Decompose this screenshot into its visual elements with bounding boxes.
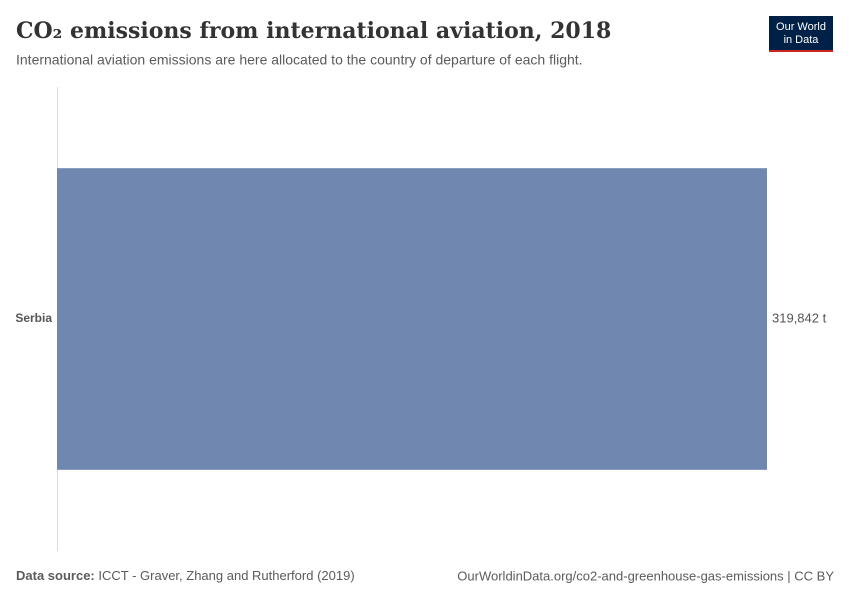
- footer-source: Data source: ICCT - Graver, Zhang and Ru…: [16, 568, 355, 583]
- logo-text: Our World: [776, 21, 826, 33]
- bar: [57, 168, 767, 470]
- source: ICCT - Graver, Zhang and Rutherford (201…: [98, 568, 354, 583]
- source-label: Data source:: [16, 568, 95, 583]
- chart-title: CO₂ emissions from international aviatio…: [16, 18, 611, 44]
- chart-subtitle: International aviation emissions are her…: [16, 52, 583, 68]
- logo-text: in Data: [784, 34, 820, 46]
- category-label: Serbia: [15, 311, 52, 325]
- logo-underline: [769, 50, 833, 52]
- footer-url[interactable]: OurWorldinData.org/co2-and-greenhouse-ga…: [457, 568, 834, 583]
- logo-box[interactable]: [769, 16, 833, 50]
- logo[interactable]: Our World in Data: [769, 16, 833, 52]
- value-label: 319,842 t: [772, 310, 827, 325]
